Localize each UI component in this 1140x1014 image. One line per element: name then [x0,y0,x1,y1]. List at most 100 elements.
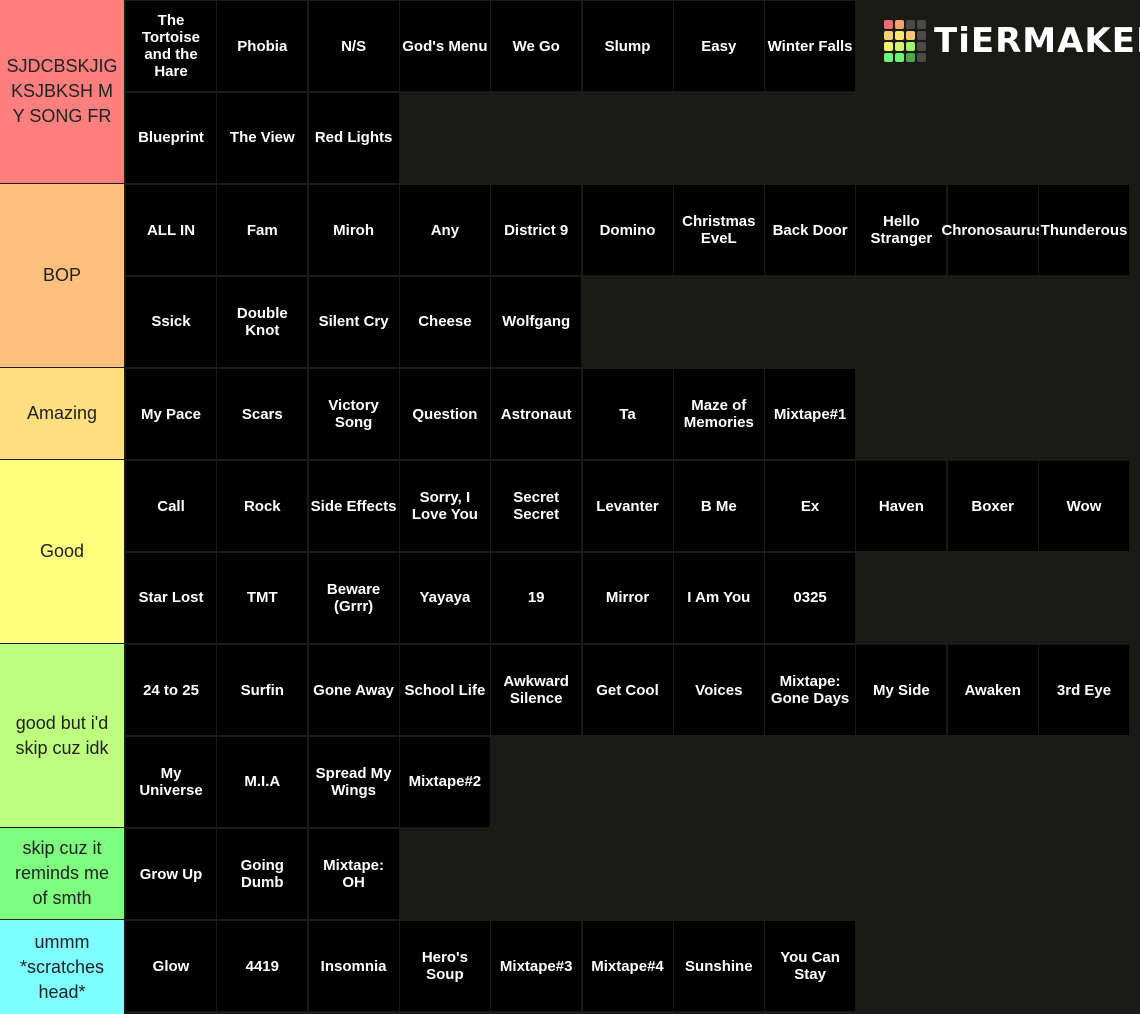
tier-item[interactable]: Question [399,369,490,459]
tier-item[interactable]: Grow Up [126,829,216,919]
tier-label[interactable]: ummm *scratches head* [0,920,124,1014]
tier-item-label: Ex [800,497,820,515]
tier-label[interactable]: skip cuz it reminds me of smth [0,828,124,919]
tier-label[interactable]: SJDCBSKJIGKSJBKSH MY SONG FR [0,0,124,183]
tier-item[interactable]: 4419 [217,921,308,1011]
tier-item[interactable]: Star Lost [126,552,216,643]
tier-item[interactable]: My Universe [126,736,216,827]
tier-item[interactable]: Rock [217,461,308,551]
tier-item[interactable]: Easy [673,1,764,91]
tier-item-label: Mixtape#2 [408,773,482,790]
tier-item[interactable]: Secret Secret [491,461,582,551]
tier-item[interactable]: Side Effects [308,461,399,551]
tier-item[interactable]: 3rd Eye [1039,645,1129,735]
tier-item[interactable]: Christmas EveL [673,185,764,275]
tiermaker-logo[interactable]: TiERMAKER [884,18,1140,64]
tier-item[interactable]: Hello Stranger [856,185,947,275]
tier-item[interactable]: My Side [856,645,947,735]
tier-item[interactable]: Astronaut [491,369,582,459]
tier-item[interactable]: We Go [491,1,582,91]
tier-item[interactable]: M.I.A [217,736,308,827]
tier-item[interactable]: 19 [491,552,582,643]
tier-item[interactable]: Boxer [947,461,1038,551]
tier-item[interactable]: N/S [308,1,399,91]
tier-item[interactable]: Wow [1039,461,1129,551]
tier-item[interactable]: Winter Falls [765,1,856,91]
tier-item[interactable]: ALL IN [126,185,216,275]
tier-item[interactable]: Mixtape: Gone Days [765,645,856,735]
tier-item[interactable]: The View [217,92,308,183]
tier-item[interactable]: Going Dumb [217,829,308,919]
tier-item-label: Gone Away [313,681,395,699]
tier-item[interactable]: B Me [673,461,764,551]
tier-item[interactable]: Miroh [308,185,399,275]
tier-item[interactable]: Glow [126,921,216,1011]
tier-label[interactable]: BOP [0,184,124,367]
tier-item[interactable]: Mirror [582,552,673,643]
tier-item[interactable]: Victory Song [308,369,399,459]
tier-item[interactable]: I Am You [673,552,764,643]
tier-item[interactable]: Get Cool [582,645,673,735]
tier-item[interactable]: Slump [582,1,673,91]
tier-item[interactable]: Ex [765,461,856,551]
tier-item[interactable]: Any [399,185,490,275]
tier-item[interactable]: TMT [217,552,308,643]
tier-item[interactable]: Silent Cry [308,276,399,367]
tier-item-label: Phobia [237,37,288,55]
tier-item[interactable]: Call [126,461,216,551]
tier-item[interactable]: Chronosaurus [941,185,1044,275]
tier-item[interactable]: You Can Stay [765,921,856,1011]
tier-item[interactable]: Surfin [217,645,308,735]
tier-item[interactable]: Yayaya [399,552,490,643]
tier-item[interactable]: Levanter [582,461,673,551]
tier-item[interactable]: Maze of Memories [673,369,764,459]
tier-item[interactable]: Sunshine [673,921,764,1011]
tier-item[interactable]: Mixtape: OH [308,829,399,919]
tier-item-label: Going Dumb [240,857,284,891]
tier-label[interactable]: Good [0,460,124,643]
tier-item[interactable]: Haven [856,461,947,551]
tier-item[interactable]: God's Menu [399,1,490,91]
logo-grid-cell [884,53,893,62]
tier-item-label: Miroh [333,221,374,239]
tier-label[interactable]: good but i'd skip cuz idk [0,644,124,827]
tier-item[interactable]: Gone Away [308,645,399,735]
tier-item[interactable]: Ta [582,369,673,459]
tier-item[interactable]: Double Knot [217,276,308,367]
tier-item[interactable]: Mixtape#3 [491,921,582,1011]
tier-item[interactable]: Spread My Wings [308,736,399,827]
tier-item[interactable]: Mixtape#1 [765,369,856,459]
tier-item[interactable]: District 9 [491,185,582,275]
tier-item[interactable]: Awkward Silence [491,645,582,735]
tier-item[interactable]: Phobia [217,1,308,91]
tier-item[interactable]: Ssick [126,276,216,367]
tier-item[interactable]: Scars [217,369,308,459]
tier-item[interactable]: 0325 [765,552,856,643]
tier-item[interactable]: The Tortoise and the Hare [126,1,216,91]
tier-item[interactable]: Blueprint [126,92,216,183]
tier-item[interactable]: Cheese [399,276,490,367]
tier-item[interactable]: Beware (Grrr) [308,552,399,643]
tier-item[interactable]: Thunderous [1039,185,1129,275]
tier-item-label: Maze of Memories [683,397,754,431]
tier-item[interactable]: 24 to 25 [126,645,216,735]
logo-grid-cell [884,20,893,29]
tier-item-label: B Me [700,497,737,515]
tier-item[interactable]: School Life [399,645,490,735]
tier-item[interactable]: Mixtape#4 [582,921,673,1011]
tier-item[interactable]: Hero's Soup [399,921,490,1011]
tier-item[interactable]: Sorry, I Love You [399,461,490,551]
tier-item[interactable]: Mixtape#2 [399,736,490,827]
tier-item[interactable]: Voices [673,645,764,735]
tier-item[interactable]: Back Door [765,185,856,275]
tier-item[interactable]: Insomnia [308,921,399,1011]
tier-item-label: The View [229,129,295,146]
tier-item[interactable]: Fam [217,185,308,275]
tier-item[interactable]: Awaken [947,645,1038,735]
logo-grid-cell [884,31,893,40]
tier-item[interactable]: Domino [582,185,673,275]
tier-label[interactable]: Amazing [0,368,124,459]
tier-item[interactable]: My Pace [126,369,216,459]
tier-item[interactable]: Wolfgang [491,276,582,367]
tier-item[interactable]: Red Lights [308,92,399,183]
